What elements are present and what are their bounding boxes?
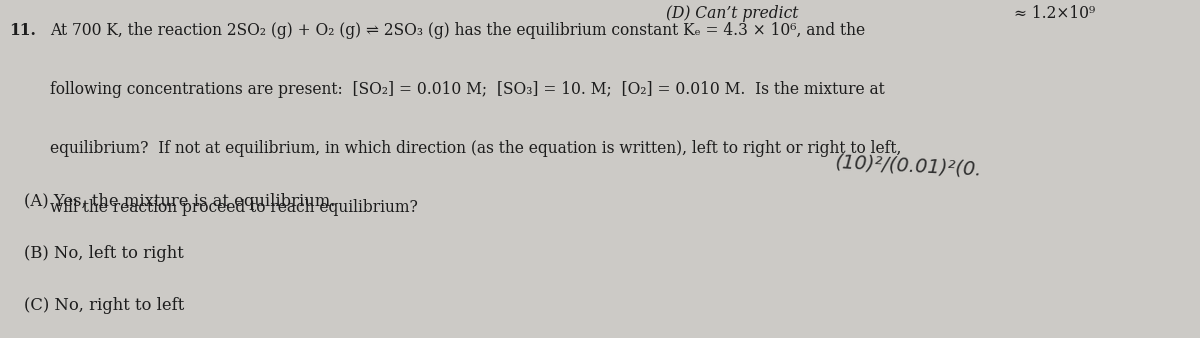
Text: (10)²/(0.01)²(0.: (10)²/(0.01)²(0. xyxy=(834,152,982,179)
Text: (A) Yes, the mixture is at equilibrium.: (A) Yes, the mixture is at equilibrium. xyxy=(24,193,335,210)
Text: 11.: 11. xyxy=(10,22,36,39)
Text: At 700 K, the reaction 2SO₂ (g) + O₂ (g) ⇌ 2SO₃ (g) has the equilibrium constant: At 700 K, the reaction 2SO₂ (g) + O₂ (g)… xyxy=(50,22,865,39)
Text: equilibrium?  If not at equilibrium, in which direction (as the equation is writ: equilibrium? If not at equilibrium, in w… xyxy=(50,140,901,157)
Text: ≈ 1.2×10⁹: ≈ 1.2×10⁹ xyxy=(1014,5,1096,22)
Text: will the reaction proceed to reach equilibrium?: will the reaction proceed to reach equil… xyxy=(50,199,419,216)
Text: (C) No, right to left: (C) No, right to left xyxy=(24,297,185,314)
Text: following concentrations are present:  [SO₂] = 0.010 M;  [SO₃] = 10. M;  [O₂] = : following concentrations are present: [S… xyxy=(50,81,886,98)
Text: (D) Can’t predict: (D) Can’t predict xyxy=(666,5,798,22)
Text: (B) No, left to right: (B) No, left to right xyxy=(24,245,184,262)
